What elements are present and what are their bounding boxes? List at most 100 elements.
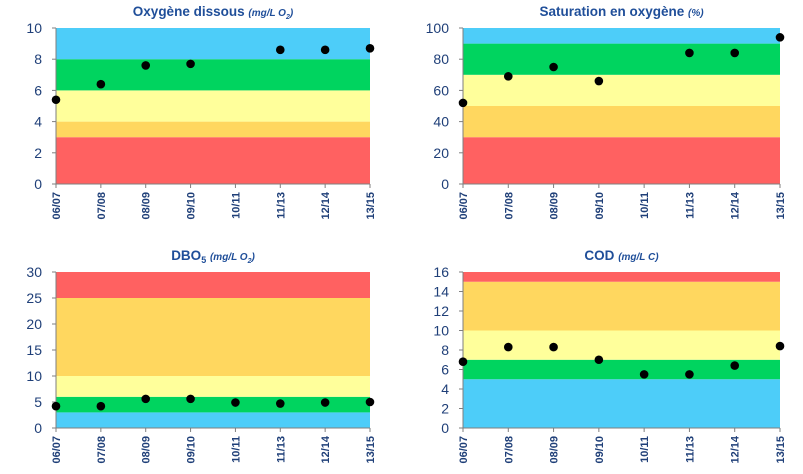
data-point (730, 361, 740, 370)
quality-band (463, 272, 780, 282)
data-point (141, 394, 151, 404)
chart-title: DBO5 (mg/L O2) (171, 248, 255, 265)
chart-title-unit: (mg/L O (248, 8, 286, 19)
quality-band (56, 28, 370, 60)
data-point (51, 401, 61, 411)
x-tick-label: 08/09 (549, 436, 561, 464)
y-tick-label: 10 (26, 368, 42, 384)
data-point (186, 59, 195, 69)
chart-title-main: COD (584, 248, 614, 263)
y-tick-label: 4 (441, 381, 449, 397)
quality-band (56, 137, 370, 184)
quality-band (463, 281, 780, 331)
quality-band (56, 396, 370, 413)
quality-band (463, 379, 780, 428)
x-tick-label: 10/11 (639, 192, 651, 219)
chart-title: Oxygène dissous (mg/L O2) (133, 4, 294, 21)
data-point (775, 33, 785, 42)
data-point (503, 342, 513, 352)
x-tick-label: 07/08 (96, 192, 108, 220)
quality-band (56, 298, 370, 376)
data-point (639, 370, 649, 379)
chart-title-unit-subscript: 2 (285, 14, 290, 21)
data-point (51, 95, 61, 105)
chart-title-main: DBO (171, 248, 201, 263)
x-tick-label: 11/13 (684, 436, 696, 463)
x-tick-label: 12/14 (730, 435, 742, 463)
data-point (685, 370, 694, 379)
y-tick-label: 40 (433, 114, 449, 130)
data-point (320, 45, 330, 55)
data-point (365, 43, 375, 53)
y-tick-label: 8 (441, 342, 449, 358)
x-tick-label: 08/09 (141, 436, 153, 464)
x-tick-label: 07/08 (503, 436, 515, 464)
data-point (503, 72, 513, 81)
chart-title-subscript: 5 (201, 255, 206, 265)
y-tick-label: 80 (433, 51, 449, 67)
data-point (549, 342, 558, 352)
x-tick-label: 06/07 (458, 192, 470, 220)
chart-title: COD (mg/L C) (584, 248, 659, 263)
chart-svg: Saturation en oxygène (%) 0 20 40 60 80 100 06/… (426, 4, 787, 220)
quality-band (463, 74, 780, 106)
x-tick-label: 11/13 (684, 192, 696, 219)
chart-saturation-oxygene: Saturation en oxygène (%) 0 20 40 60 80 100 06/… (400, 0, 803, 237)
quality-band (463, 43, 780, 75)
x-tick-label: 13/15 (365, 436, 377, 464)
x-tick-label: 12/14 (320, 435, 332, 463)
y-tick-label: 5 (34, 394, 42, 410)
chart-title-unit-close: ) (250, 252, 255, 263)
y-tick-label: 30 (26, 264, 42, 280)
x-tick-label: 09/10 (594, 192, 606, 220)
chart-svg: COD (mg/L C) 0 2 4 6 8 10 12 14 16 06/07 07/08 08/09… (433, 248, 787, 464)
x-tick-label: 10/11 (230, 436, 242, 463)
data-point (275, 45, 285, 55)
x-tick-label: 12/14 (320, 191, 332, 219)
x-tick-label: 11/13 (275, 192, 287, 219)
y-tick-label: 16 (433, 264, 449, 280)
chart-dbo5: DBO5 (mg/L O2) 0 5 10 15 20 25 30 06/07 07/08 08/0… (0, 237, 400, 474)
data-point (594, 355, 604, 365)
chart-title-unit-close: ) (289, 8, 294, 19)
y-tick-label: 25 (26, 290, 42, 306)
quality-band (56, 412, 370, 428)
data-point (141, 61, 151, 70)
y-tick-label: 60 (433, 82, 449, 98)
chart-title: Saturation en oxygène (%) (539, 4, 704, 19)
y-tick-label: 20 (26, 316, 42, 332)
quality-band (463, 330, 780, 360)
quality-band (56, 90, 370, 122)
y-tick-label: 20 (433, 145, 449, 161)
x-tick-label: 09/10 (594, 436, 606, 464)
quality-band (463, 359, 780, 380)
y-tick-label: 6 (34, 82, 42, 98)
data-point (458, 98, 468, 108)
y-tick-label: 10 (26, 20, 42, 36)
y-tick-label: 2 (34, 145, 42, 161)
y-tick-label: 12 (433, 303, 449, 319)
quality-band (463, 137, 780, 184)
y-tick-label: 100 (426, 20, 450, 36)
x-tick-label: 09/10 (186, 436, 198, 464)
chart-title-unit-subscript: 2 (247, 258, 252, 265)
quality-band (56, 59, 370, 91)
data-point (96, 401, 106, 411)
quality-band (463, 106, 780, 138)
x-tick-label: 09/10 (186, 192, 198, 220)
x-tick-label: 13/15 (775, 436, 787, 464)
x-tick-label: 08/09 (549, 192, 561, 220)
data-point (275, 399, 285, 408)
chart-title-unit: (%) (688, 8, 704, 19)
quality-band (56, 121, 370, 138)
x-tick-label: 13/15 (365, 192, 377, 220)
x-tick-label: 06/07 (51, 436, 63, 464)
x-tick-label: 10/11 (639, 436, 651, 463)
data-point (320, 398, 330, 407)
chart-title-unit: (mg/L C) (618, 252, 659, 263)
y-tick-label: 6 (441, 362, 449, 378)
quality-band (463, 28, 780, 44)
chart-title-main: Saturation en oxygène (539, 4, 684, 19)
y-tick-label: 4 (34, 114, 42, 130)
y-tick-label: 8 (34, 51, 42, 67)
